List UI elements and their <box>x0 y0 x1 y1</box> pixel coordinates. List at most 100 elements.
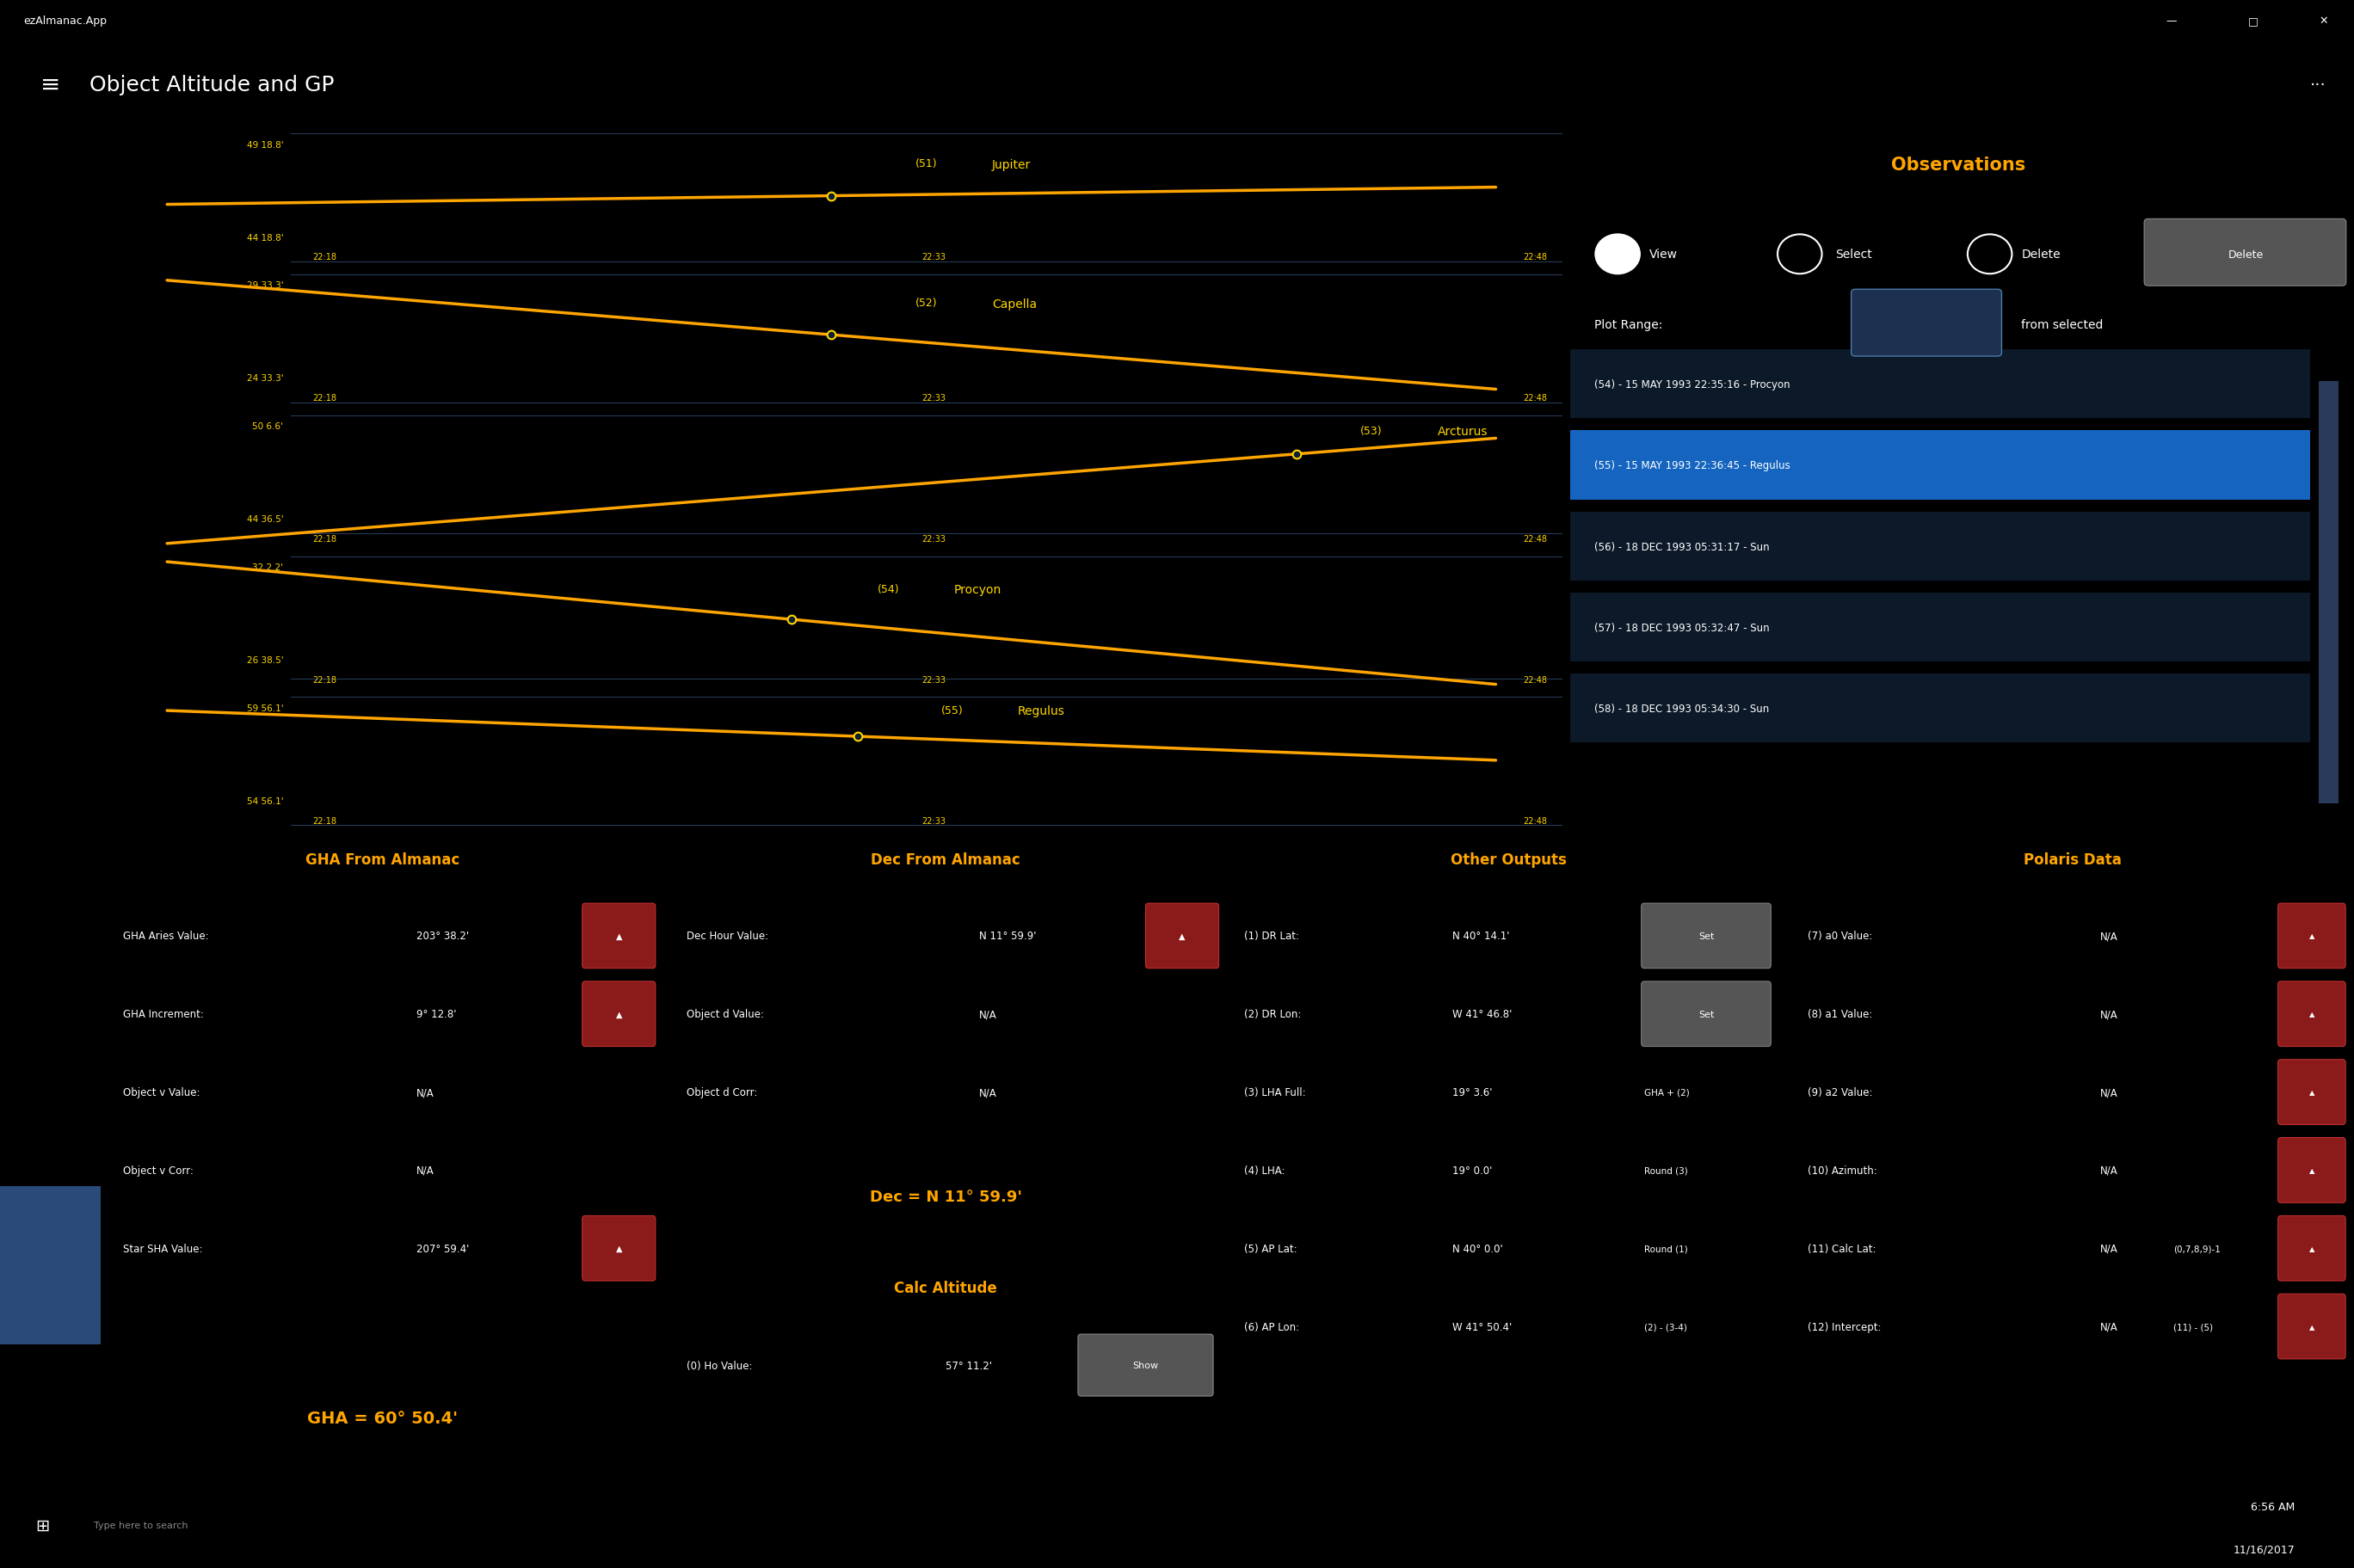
Text: ···: ··· <box>2309 77 2326 94</box>
Text: 44 36.5': 44 36.5' <box>247 516 282 524</box>
Text: 22:33: 22:33 <box>923 676 946 684</box>
Text: 19° 3.6': 19° 3.6' <box>1452 1087 1492 1098</box>
Text: Plot Range:: Plot Range: <box>1594 320 1662 331</box>
Text: (53): (53) <box>1361 425 1382 436</box>
Text: GHA Aries Value:: GHA Aries Value: <box>122 930 210 942</box>
Text: Set: Set <box>1697 1010 1714 1019</box>
Text: 22:48: 22:48 <box>1523 252 1547 262</box>
Text: 44 18.8': 44 18.8' <box>247 234 282 241</box>
Text: N/A: N/A <box>2100 1087 2119 1098</box>
FancyBboxPatch shape <box>1078 1334 1212 1396</box>
Text: 22:18: 22:18 <box>313 676 337 684</box>
Text: N/A: N/A <box>2100 1008 2119 1019</box>
Text: 22:48: 22:48 <box>1523 535 1547 544</box>
Text: Object v Corr:: Object v Corr: <box>122 1165 193 1176</box>
FancyBboxPatch shape <box>2279 982 2345 1047</box>
Text: ▲: ▲ <box>2309 1088 2314 1096</box>
Text: 32 2.2': 32 2.2' <box>252 563 282 572</box>
FancyBboxPatch shape <box>581 903 654 969</box>
Text: 22:48: 22:48 <box>1523 676 1547 684</box>
Text: ▲: ▲ <box>617 1243 621 1253</box>
Text: (7) a0 Value:: (7) a0 Value: <box>1808 930 1871 942</box>
Text: 207° 59.4': 207° 59.4' <box>417 1243 468 1254</box>
Text: N/A: N/A <box>979 1008 998 1019</box>
Text: N/A: N/A <box>417 1087 433 1098</box>
Text: (12) Intercept:: (12) Intercept: <box>1808 1320 1881 1333</box>
Text: Star SHA Value:: Star SHA Value: <box>122 1243 202 1254</box>
Text: 57° 11.2': 57° 11.2' <box>946 1359 991 1370</box>
FancyBboxPatch shape <box>2279 1060 2345 1124</box>
Text: 24 33.3': 24 33.3' <box>247 375 282 383</box>
Circle shape <box>1596 235 1641 274</box>
Text: (52): (52) <box>916 298 937 309</box>
Text: Procyon: Procyon <box>953 585 1000 596</box>
Text: 22:48: 22:48 <box>1523 817 1547 825</box>
Text: 22:18: 22:18 <box>313 252 337 262</box>
Text: Round (3): Round (3) <box>1643 1167 1688 1174</box>
Text: Object d Value:: Object d Value: <box>687 1008 765 1019</box>
Bar <box>1570 350 2309 419</box>
Text: (1) DR Lat:: (1) DR Lat: <box>1245 930 1299 942</box>
Text: (11) Calc Lat:: (11) Calc Lat: <box>1808 1243 1876 1254</box>
Text: 11/16/2017: 11/16/2017 <box>2234 1543 2295 1555</box>
FancyBboxPatch shape <box>2279 1294 2345 1359</box>
FancyBboxPatch shape <box>2279 1138 2345 1203</box>
Text: N 11° 59.9': N 11° 59.9' <box>979 930 1036 942</box>
Text: 6:56 AM: 6:56 AM <box>2250 1501 2295 1512</box>
Text: ▲: ▲ <box>2309 1167 2314 1174</box>
Text: N/A: N/A <box>417 1165 433 1176</box>
FancyBboxPatch shape <box>1641 903 1770 969</box>
Text: ▲: ▲ <box>617 931 621 941</box>
Text: Set: Set <box>1697 931 1714 941</box>
FancyBboxPatch shape <box>2319 381 2338 804</box>
FancyBboxPatch shape <box>581 1215 654 1281</box>
Bar <box>1570 431 2309 500</box>
Text: (55) - 15 MAY 1993 22:36:45 - Regulus: (55) - 15 MAY 1993 22:36:45 - Regulus <box>1594 461 1789 472</box>
Text: GHA = 60° 50.4': GHA = 60° 50.4' <box>306 1410 457 1425</box>
Text: 29 33.3': 29 33.3' <box>247 281 282 290</box>
Text: 22:33: 22:33 <box>923 535 946 544</box>
Text: (10) Azimuth:: (10) Azimuth: <box>1808 1165 1876 1176</box>
Text: (2) DR Lon:: (2) DR Lon: <box>1245 1008 1302 1019</box>
Text: (57) - 18 DEC 1993 05:32:47 - Sun: (57) - 18 DEC 1993 05:32:47 - Sun <box>1594 622 1770 633</box>
Text: —: — <box>2166 16 2177 27</box>
Text: 59 56.1': 59 56.1' <box>247 704 282 712</box>
Text: Object d Corr:: Object d Corr: <box>687 1087 758 1098</box>
Text: ▲: ▲ <box>2309 933 2314 939</box>
Text: (4) LHA:: (4) LHA: <box>1245 1165 1285 1176</box>
Text: Arcturus: Arcturus <box>1438 426 1488 437</box>
Text: 22:33: 22:33 <box>923 252 946 262</box>
Text: W 41° 50.4': W 41° 50.4' <box>1452 1320 1511 1333</box>
Text: ▲: ▲ <box>2309 1245 2314 1253</box>
Text: N/A: N/A <box>2100 1243 2119 1254</box>
Bar <box>1570 674 2309 743</box>
Text: 3 hr ∨: 3 hr ∨ <box>1909 320 1942 331</box>
Text: GHA + (2): GHA + (2) <box>1643 1088 1690 1096</box>
Text: N 40° 0.0': N 40° 0.0' <box>1452 1243 1504 1254</box>
Text: ≡: ≡ <box>40 74 59 97</box>
FancyBboxPatch shape <box>581 982 654 1047</box>
Text: Type here to search: Type here to search <box>94 1521 188 1530</box>
Text: 54 56.1': 54 56.1' <box>247 797 282 806</box>
Text: Jupiter: Jupiter <box>991 158 1031 171</box>
Text: (58) - 18 DEC 1993 05:34:30 - Sun: (58) - 18 DEC 1993 05:34:30 - Sun <box>1594 702 1768 715</box>
Text: Object Altitude and GP: Object Altitude and GP <box>89 75 334 96</box>
Text: Calc Altitude: Calc Altitude <box>895 1279 998 1295</box>
Text: Delete: Delete <box>2227 249 2262 260</box>
Text: ▲: ▲ <box>617 1010 621 1019</box>
Text: 203° 38.2': 203° 38.2' <box>417 930 468 942</box>
Text: Round (1): Round (1) <box>1643 1243 1688 1253</box>
Text: (56) - 18 DEC 1993 05:31:17 - Sun: (56) - 18 DEC 1993 05:31:17 - Sun <box>1594 541 1770 552</box>
FancyBboxPatch shape <box>2279 1215 2345 1281</box>
Text: (8) a1 Value:: (8) a1 Value: <box>1808 1008 1871 1019</box>
Text: (3) LHA Full:: (3) LHA Full: <box>1245 1087 1306 1098</box>
Text: 26 38.5': 26 38.5' <box>247 655 282 665</box>
Text: (2) - (3-4): (2) - (3-4) <box>1643 1322 1688 1331</box>
Text: N/A: N/A <box>2100 1165 2119 1176</box>
Text: Dec Hour Value:: Dec Hour Value: <box>687 930 767 942</box>
Text: (55): (55) <box>942 704 963 717</box>
Text: (9) a2 Value:: (9) a2 Value: <box>1808 1087 1871 1098</box>
Text: N/A: N/A <box>2100 1320 2119 1333</box>
Text: Polaris Data: Polaris Data <box>2024 851 2121 867</box>
Text: 22:18: 22:18 <box>313 535 337 544</box>
